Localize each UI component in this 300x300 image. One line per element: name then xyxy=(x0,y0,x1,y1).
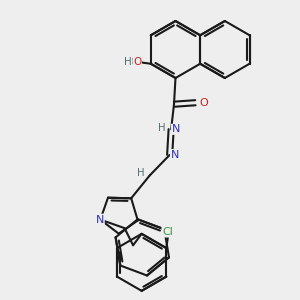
Text: N: N xyxy=(95,214,104,225)
Text: HO: HO xyxy=(123,57,139,67)
Text: H: H xyxy=(137,168,145,178)
Text: H: H xyxy=(124,57,132,67)
Text: O: O xyxy=(200,98,208,108)
Text: Cl: Cl xyxy=(162,226,173,237)
Text: N: N xyxy=(172,124,180,134)
Text: H: H xyxy=(158,123,166,133)
Text: N: N xyxy=(171,150,179,160)
Text: O: O xyxy=(133,57,141,67)
